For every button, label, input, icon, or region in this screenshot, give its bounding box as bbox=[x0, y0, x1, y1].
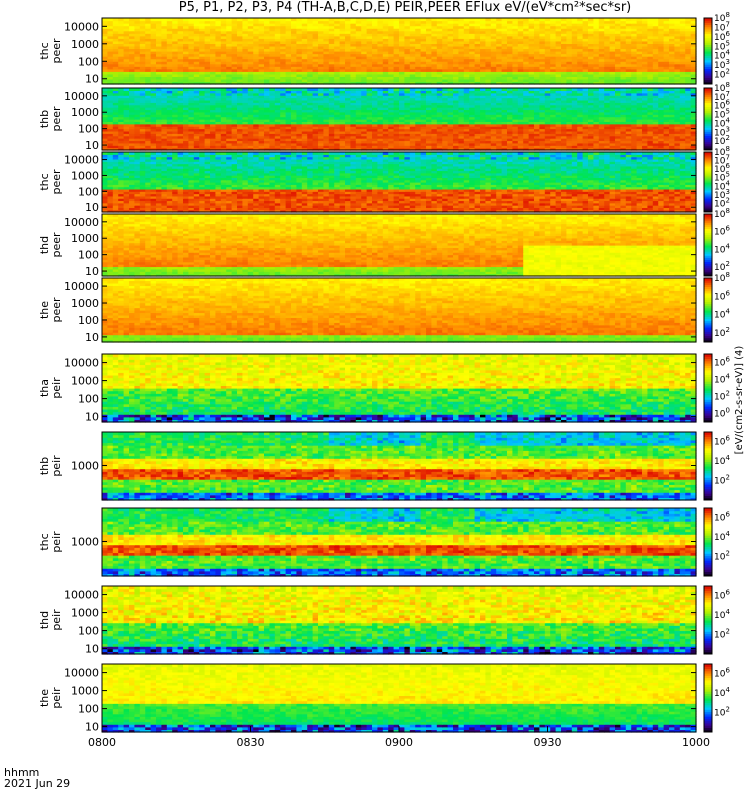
colorbar-tick-exponent: 7 bbox=[725, 20, 729, 28]
y-tick-label: 1000 bbox=[71, 38, 99, 51]
y-tick-label: 10000 bbox=[64, 20, 99, 33]
y-tick-label: 10 bbox=[85, 73, 99, 86]
colorbar-tick-exponent: 8 bbox=[725, 11, 729, 19]
colorbar-tick-exponent: 5 bbox=[725, 39, 729, 47]
colorbar-tick-exponent: 3 bbox=[725, 58, 729, 66]
colorbar-tick-exponent: 6 bbox=[725, 30, 730, 38]
panel-label: peer bbox=[50, 38, 63, 64]
colorbar-tick-exponent: 4 bbox=[725, 49, 730, 57]
y-tick-label: 100 bbox=[78, 55, 99, 68]
colorbar-tick-exponent: 2 bbox=[725, 68, 729, 76]
